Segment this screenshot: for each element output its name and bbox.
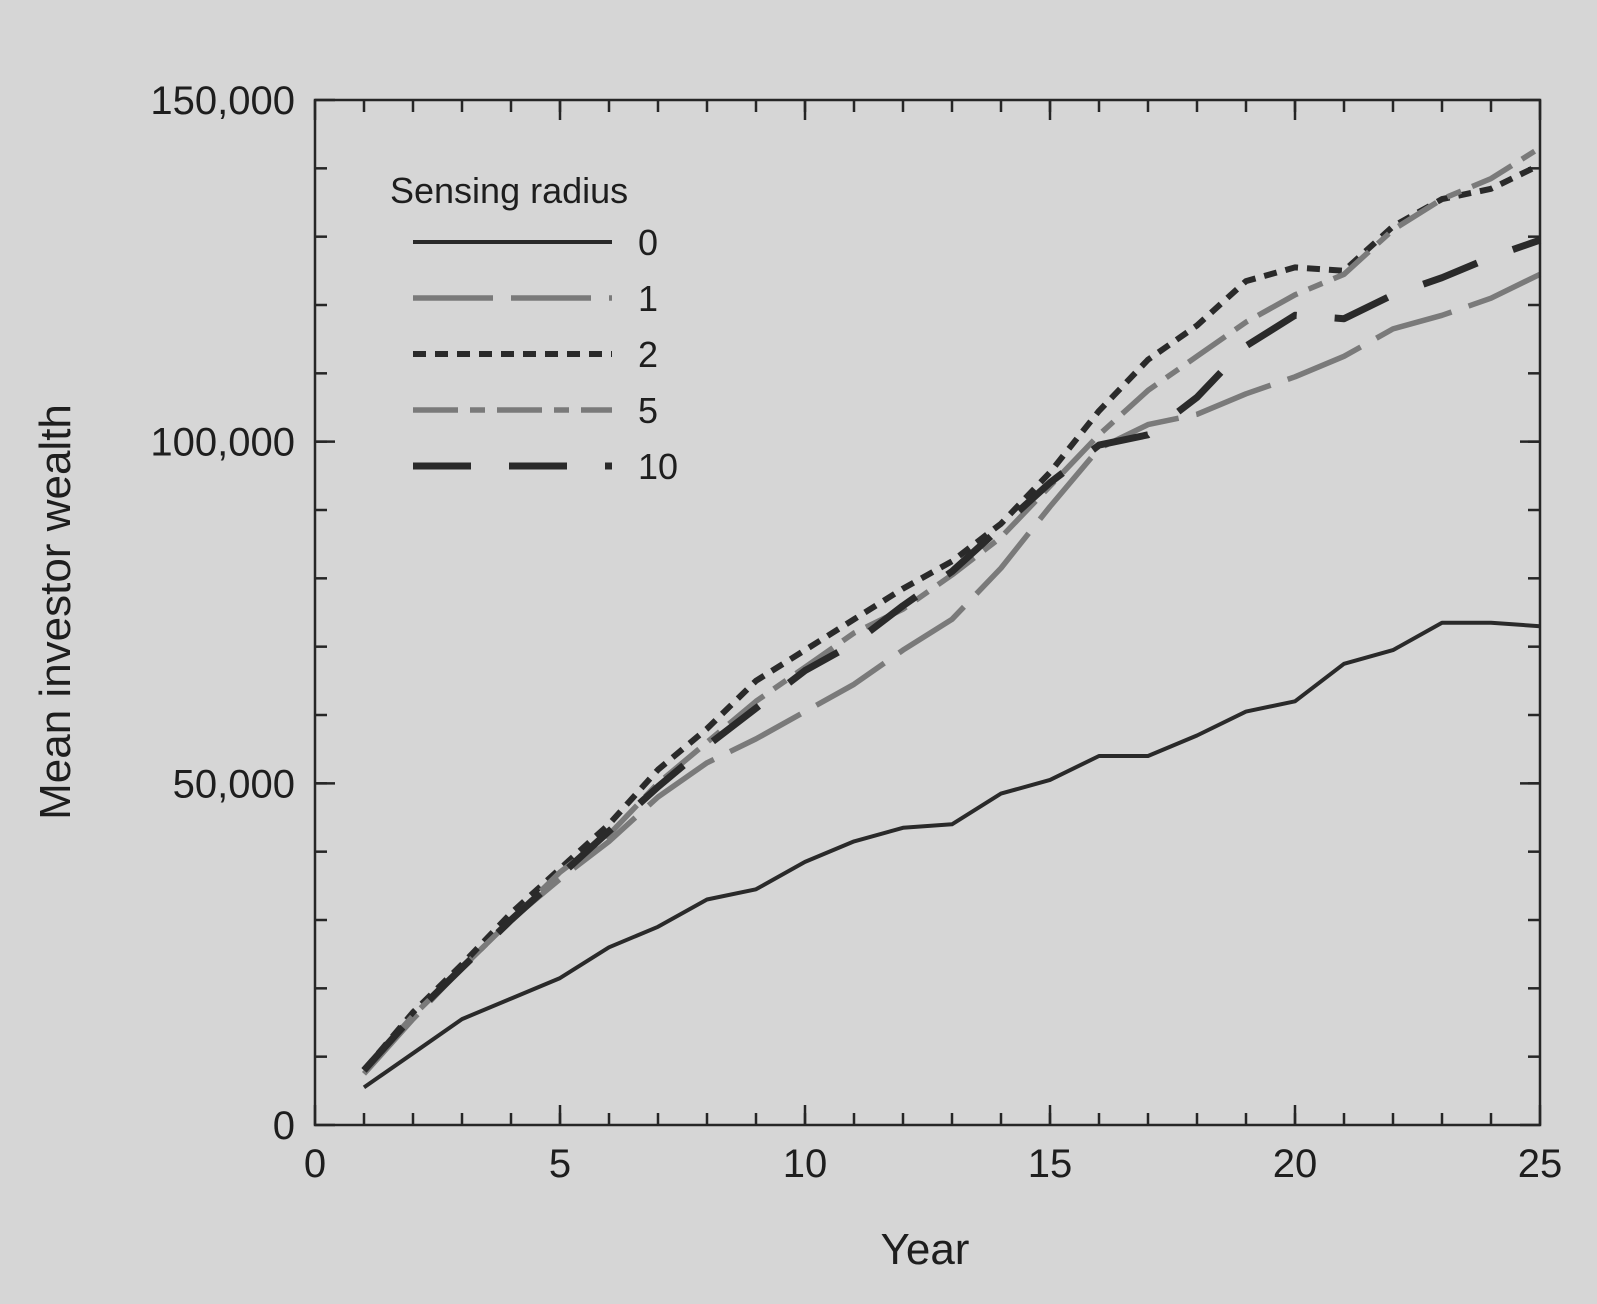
x-tick-label: 15 <box>1028 1142 1073 1186</box>
x-tick-label: 10 <box>783 1142 828 1186</box>
y-tick-label: 0 <box>273 1104 295 1148</box>
y-tick-label: 150,000 <box>150 79 295 123</box>
x-tick-label: 5 <box>549 1142 571 1186</box>
x-axis-title: Year <box>881 1225 970 1274</box>
legend-label-5: 5 <box>638 390 658 431</box>
legend: Sensing radius 0 1 2 5 10 <box>390 170 678 487</box>
series-line-5 <box>361 145 1542 1073</box>
y-tick-label: 50,000 <box>173 762 295 806</box>
x-tick-label: 0 <box>304 1142 326 1186</box>
series-line-0 <box>362 620 1541 1090</box>
legend-label-2: 2 <box>638 334 658 375</box>
y-axis-title: Mean investor wealth <box>31 404 80 820</box>
y-tick-label: 100,000 <box>150 421 295 465</box>
x-tick-label: 25 <box>1518 1142 1563 1186</box>
series-line-10 <box>361 236 1542 1073</box>
series-layer <box>361 145 1542 1090</box>
series-line-1 <box>361 271 1542 1076</box>
legend-label-10: 10 <box>638 446 678 487</box>
plot-frame <box>313 98 1542 1127</box>
x-tick-label: 20 <box>1273 1142 1318 1186</box>
legend-label-0: 0 <box>638 222 658 263</box>
legend-label-1: 1 <box>638 278 658 319</box>
legend-title: Sensing radius <box>390 170 628 211</box>
